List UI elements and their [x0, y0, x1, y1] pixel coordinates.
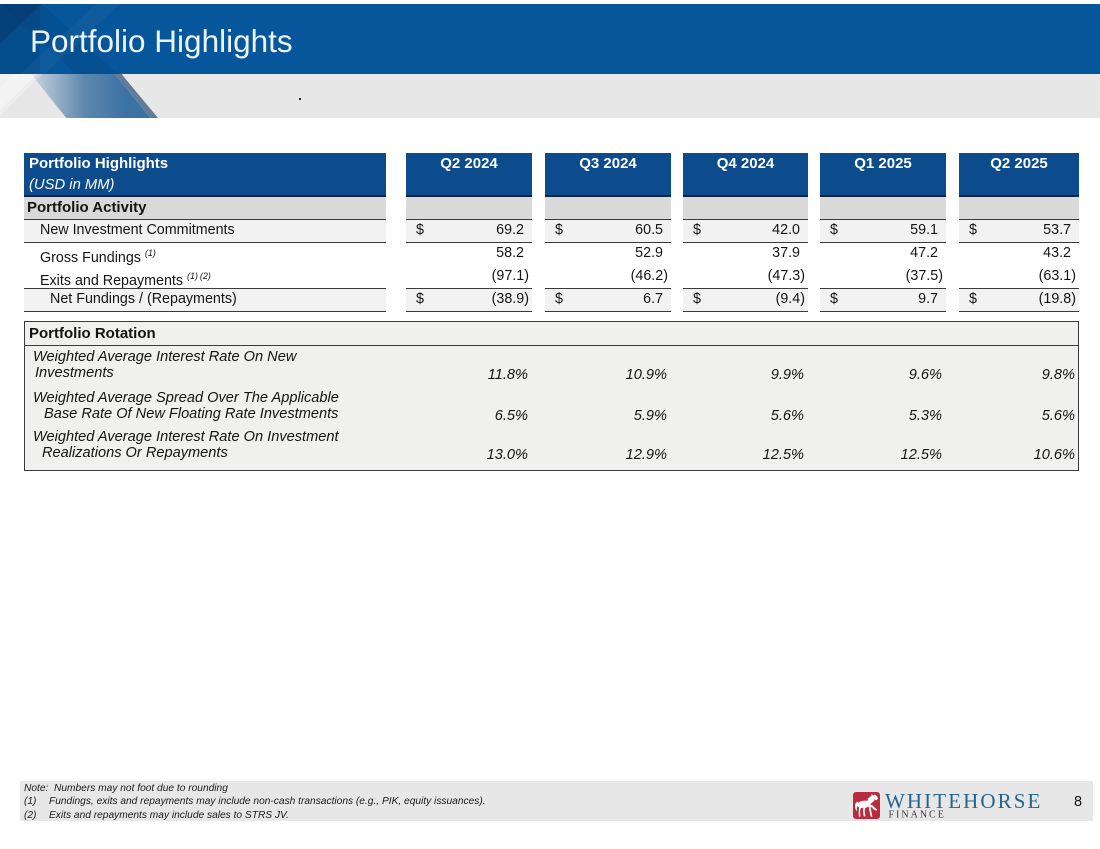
svg-text:WHITEHORSE: WHITEHORSE — [885, 792, 1042, 813]
svg-text:FINANCE: FINANCE — [889, 810, 946, 821]
